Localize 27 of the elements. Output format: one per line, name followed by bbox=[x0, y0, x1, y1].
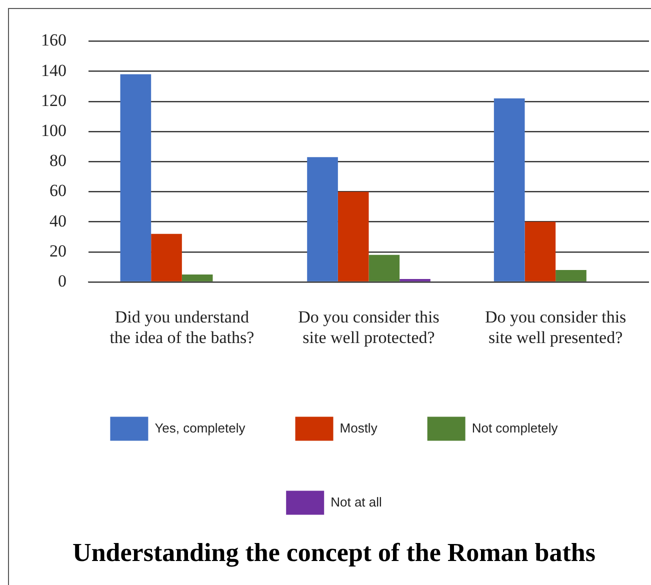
bar bbox=[307, 157, 338, 282]
bar bbox=[368, 254, 400, 282]
legend-label: Not completely bbox=[472, 420, 558, 436]
legend-label: Mostly bbox=[340, 420, 378, 436]
y-tick-label: 160 bbox=[41, 30, 66, 50]
y-tick-label: 40 bbox=[50, 211, 66, 230]
legend-label: Yes, completely bbox=[154, 420, 246, 436]
y-tick-label: 100 bbox=[41, 120, 66, 140]
x-tick-label: Did you understand the idea of the baths? bbox=[110, 308, 254, 348]
bar bbox=[524, 222, 556, 282]
legend-label: Not at all bbox=[330, 494, 382, 510]
bar bbox=[400, 278, 430, 282]
bar bbox=[556, 270, 586, 282]
y-tick-label: 120 bbox=[41, 90, 66, 110]
y-tick-label: 20 bbox=[50, 241, 66, 260]
x-tick-label: Do you consider this site well protected? bbox=[298, 308, 440, 348]
bar bbox=[338, 192, 369, 282]
bar bbox=[494, 98, 525, 282]
bar bbox=[151, 234, 182, 282]
y-tick-label: 60 bbox=[50, 181, 66, 200]
bar bbox=[182, 274, 213, 282]
y-tick-label: 0 bbox=[58, 271, 66, 290]
x-tick-label: Do you consider this site well presented? bbox=[484, 308, 626, 348]
text: Understanding the concept of the Roman baths bbox=[72, 538, 596, 568]
y-tick-label: 140 bbox=[41, 60, 66, 80]
y-tick-label: 80 bbox=[50, 151, 66, 170]
bar bbox=[120, 74, 152, 282]
